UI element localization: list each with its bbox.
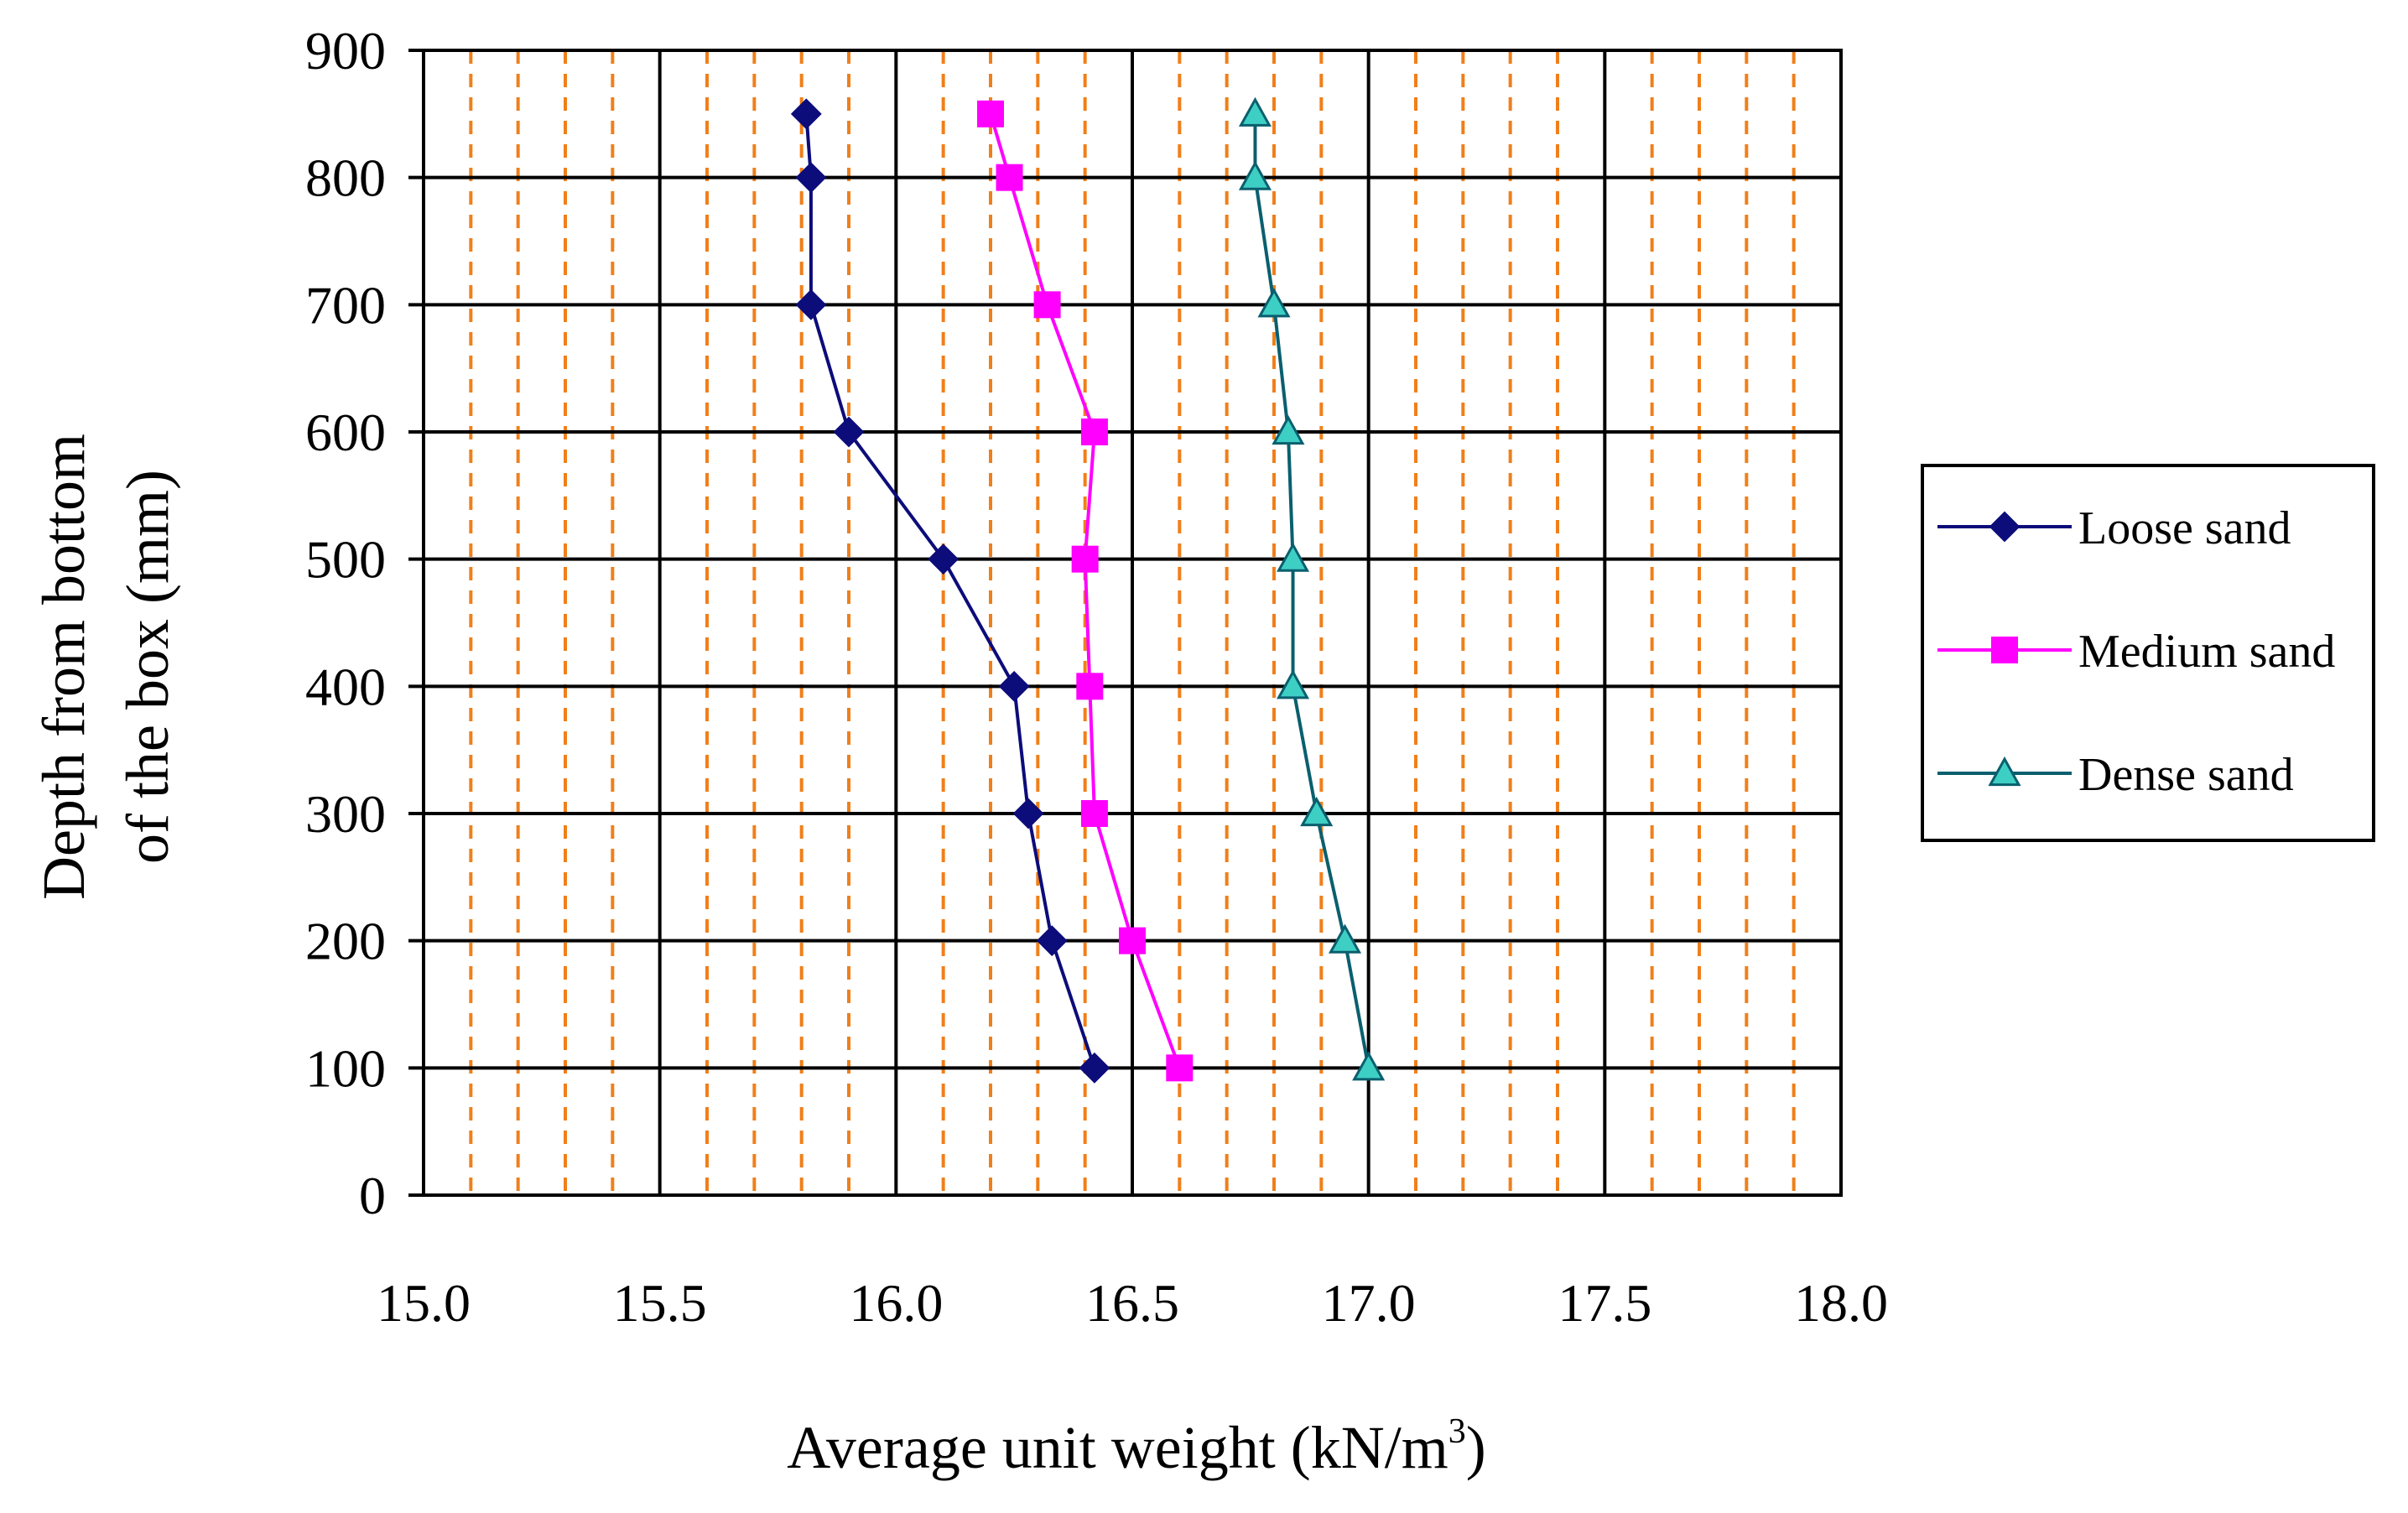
data-point-dense-sand (1276, 542, 1310, 572)
y-tick-label: 900 (305, 21, 386, 81)
data-point-loose-sand (795, 289, 827, 320)
data-point-loose-sand (1036, 925, 1068, 957)
data-point-dense-sand (1328, 923, 1362, 954)
data-point-loose-sand (1079, 1052, 1110, 1084)
y-tick-label: 500 (305, 530, 386, 590)
legend-label-loose-sand: Loose sand (2078, 502, 2291, 554)
data-point-dense-sand (1238, 160, 1272, 190)
legend-label-medium-sand: Medium sand (2078, 626, 2335, 678)
data-point-dense-sand (1238, 96, 1272, 127)
data-point-loose-sand (790, 98, 822, 130)
data-point-medium-sand (1071, 545, 1099, 573)
data-point-loose-sand (795, 162, 827, 194)
series-dense-sand (1238, 96, 1386, 1081)
x-axis-title-superscript: 3 (1448, 1412, 1466, 1451)
data-point-medium-sand (1033, 291, 1061, 319)
y-tick-label: 300 (305, 784, 386, 844)
x-tick-label: 18.0 (1794, 1273, 1888, 1333)
data-point-medium-sand (1080, 419, 1108, 445)
data-point-medium-sand (1166, 1054, 1194, 1082)
y-tick-label: 800 (305, 148, 386, 208)
x-tick-label: 15.0 (377, 1273, 471, 1333)
y-tick-label: 400 (305, 657, 386, 716)
data-point-loose-sand (833, 416, 865, 448)
data-point-medium-sand (1080, 800, 1108, 827)
data-point-medium-sand (996, 164, 1023, 191)
series-medium-sand (977, 100, 1194, 1082)
x-tick-label: 17.5 (1558, 1273, 1651, 1333)
legend-marker-medium-sand (1991, 637, 2018, 663)
y-tick-label: 700 (305, 275, 386, 335)
legend-marker-loose-sand (1989, 511, 2021, 543)
data-point-loose-sand (928, 543, 960, 575)
legend-label-dense-sand: Dense sand (2078, 749, 2294, 801)
y-axis-title-line2: of the box (mm) (114, 470, 181, 864)
x-tick-label: 16.5 (1085, 1273, 1179, 1333)
x-tick-label: 16.0 (849, 1273, 943, 1333)
y-tick-label: 0 (359, 1166, 386, 1225)
data-point-loose-sand (1012, 798, 1044, 829)
series-loose-sand (790, 98, 1110, 1084)
minor-gridlines (469, 50, 1796, 1195)
y-axis-title-line1: Depth from bottom (30, 434, 97, 900)
data-point-medium-sand (977, 100, 1004, 127)
legend-entries: Loose sand Medium sand Dense sand (1937, 502, 2335, 801)
data-point-dense-sand (1352, 1051, 1386, 1081)
y-tick-label: 200 (305, 912, 386, 971)
legend: Loose sand Medium sand Dense sand (1921, 464, 2375, 842)
data-point-dense-sand (1257, 288, 1291, 318)
x-tick-label: 15.5 (613, 1273, 707, 1333)
x-tick-label: 17.0 (1322, 1273, 1416, 1333)
y-tick-label: 100 (305, 1038, 386, 1098)
x-axis-title-suffix: ) (1466, 1414, 1486, 1481)
data-point-dense-sand (1300, 796, 1334, 827)
data-point-dense-sand (1272, 414, 1305, 445)
data-point-dense-sand (1276, 669, 1310, 699)
y-tick-label: 600 (305, 403, 386, 462)
data-point-medium-sand (1076, 673, 1104, 700)
x-axis-title-main: Average unit weight (kN/m (787, 1414, 1448, 1481)
tick-labels: 15.0 15.5 16.0 16.5 17.0 17.5 18.0 0 100 200 300 40… (305, 21, 1888, 1333)
data-point-medium-sand (1119, 927, 1146, 954)
data-point-loose-sand (998, 670, 1030, 702)
data-series (790, 96, 1386, 1084)
plot-area-frame (422, 49, 1843, 1197)
legend-marker-dense-sand (1988, 756, 2021, 787)
x-axis-title: Average unit weight (kN/m3) (787, 1412, 1485, 1481)
